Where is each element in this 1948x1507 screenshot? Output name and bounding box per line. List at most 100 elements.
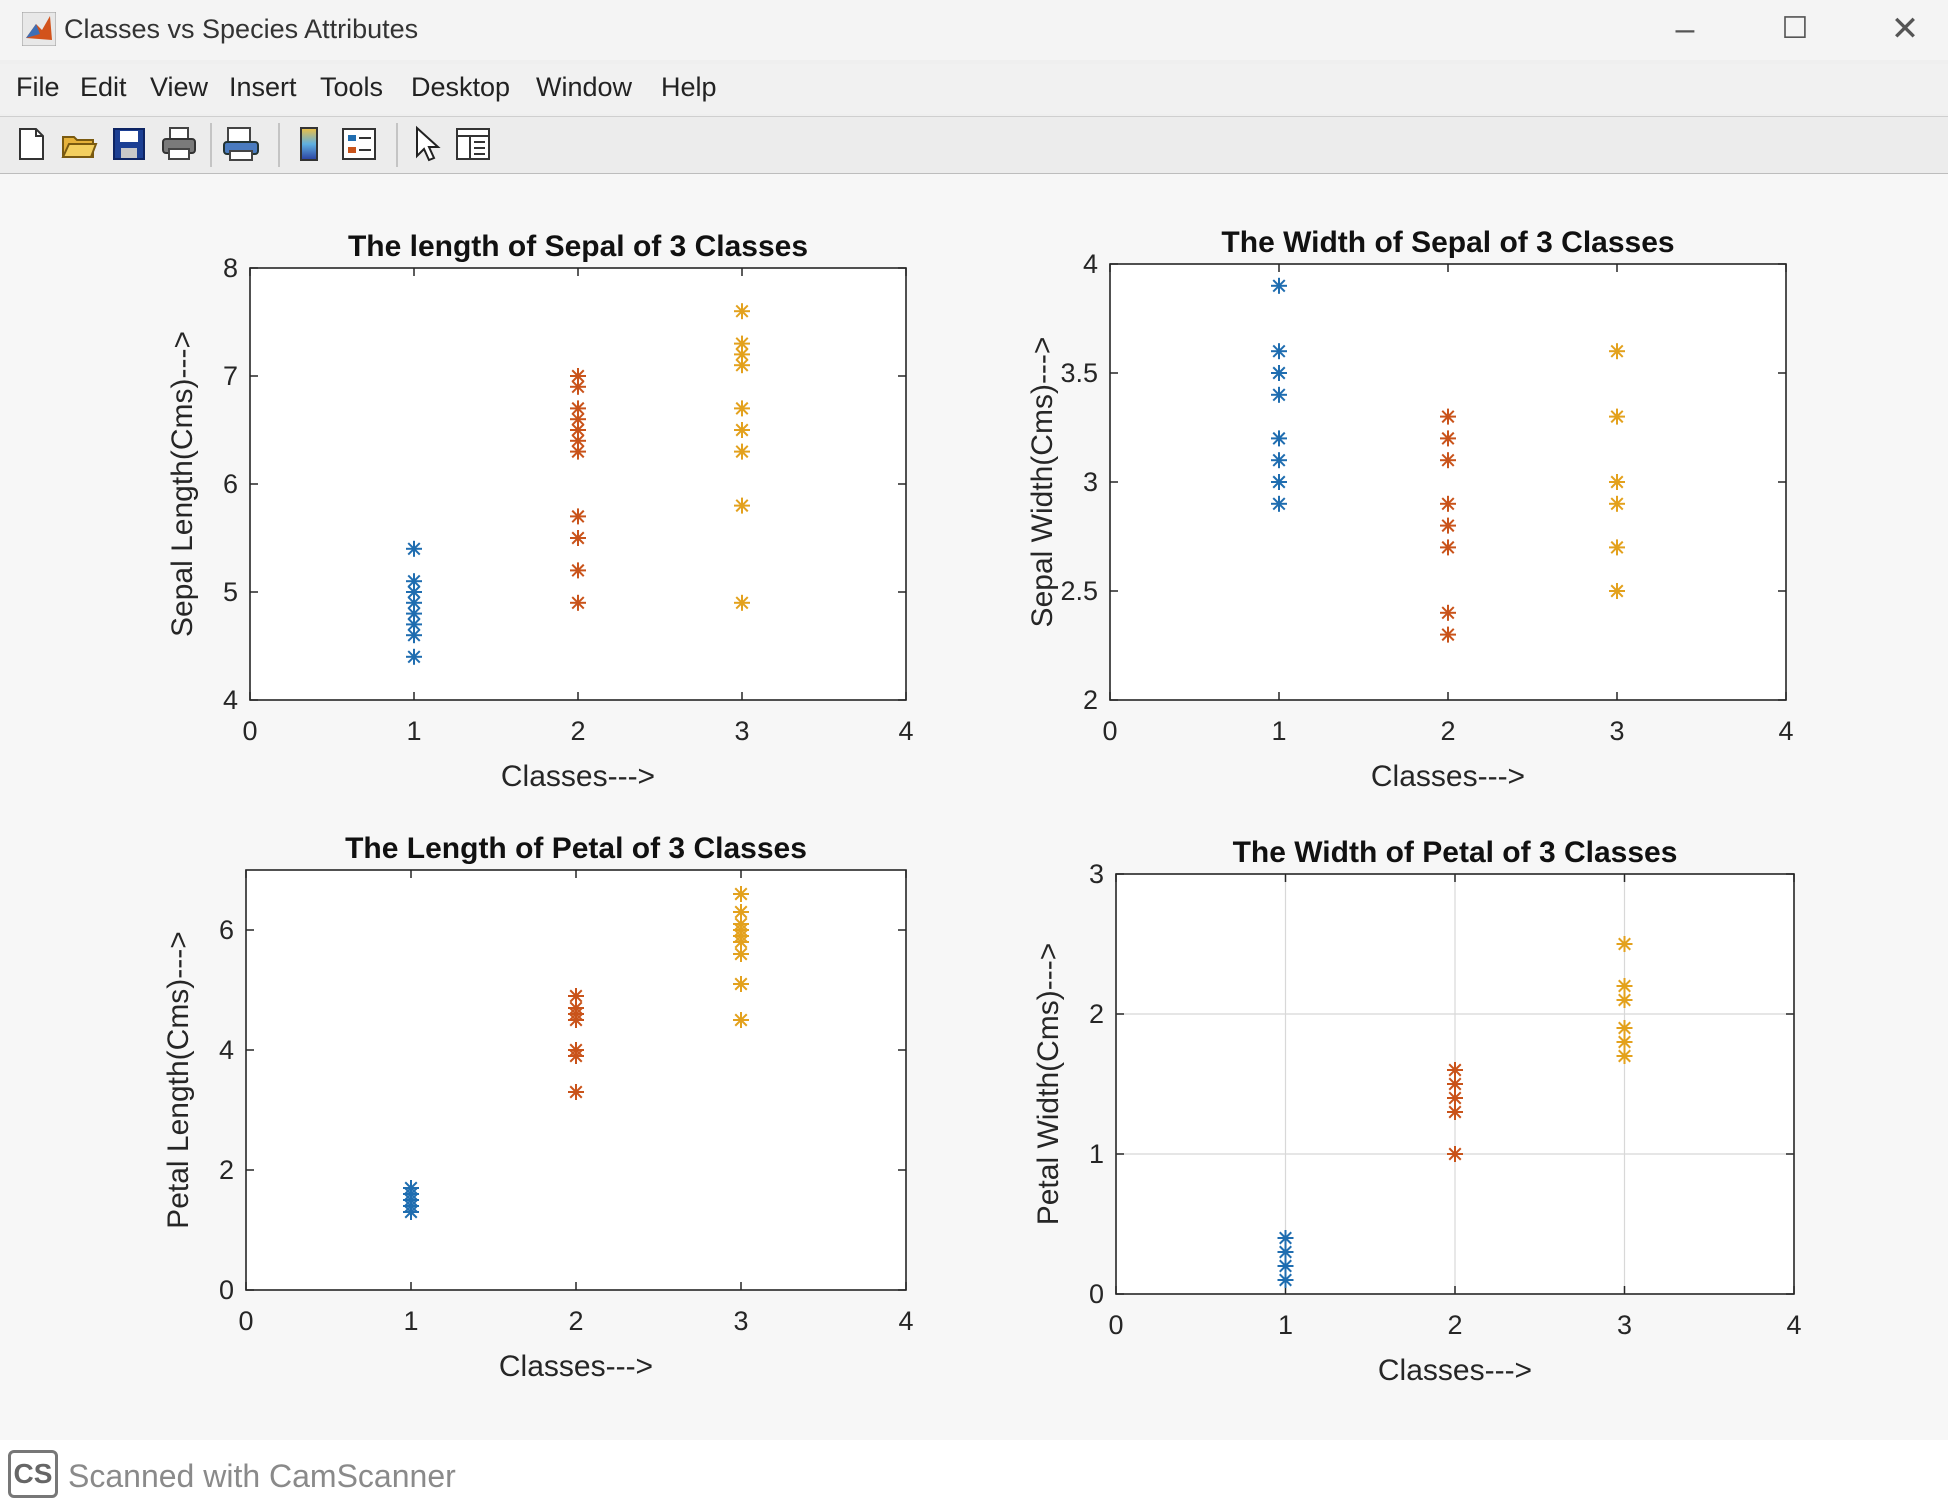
marker-stroke — [569, 1001, 583, 1015]
data-point-class-1 — [1271, 277, 1287, 294]
x-tick-label: 2 — [1447, 1310, 1462, 1340]
marker-stroke — [735, 337, 749, 351]
marker-stroke — [571, 380, 585, 394]
y-tick-label: 4 — [219, 1035, 234, 1065]
x-tick-label: 2 — [568, 1306, 583, 1336]
menu-insert[interactable]: Insert — [229, 72, 297, 102]
open-file-icon[interactable] — [60, 125, 98, 163]
data-point-class-2 — [570, 508, 586, 525]
x-tick-label: 4 — [1778, 716, 1793, 746]
marker-stroke — [1610, 344, 1624, 358]
marker-stroke — [571, 369, 585, 383]
data-point-class-3 — [734, 594, 750, 611]
figure-toolbar — [0, 116, 1948, 175]
marker-stroke — [734, 977, 748, 991]
data-point-class-1 — [1271, 495, 1287, 512]
marker-stroke — [1448, 1147, 1462, 1161]
marker-stroke — [1441, 410, 1455, 424]
y-axis-label: Sepal Length(Cms)---> — [166, 331, 199, 637]
print-icon[interactable] — [160, 125, 198, 163]
data-point-class-1 — [1271, 343, 1287, 360]
data-point-class-1 — [406, 540, 422, 557]
data-point-class-1 — [1271, 365, 1287, 381]
subplots-svg: 0 1 2 3 4 4 5 6 7 8 The length of Sepal of 3 Class… — [162, 226, 1802, 1387]
window-title: Classes vs Species Attributes — [64, 14, 419, 44]
y-tick-label: 5 — [223, 577, 238, 607]
data-point-class-2 — [570, 400, 586, 417]
marker-stroke — [407, 617, 421, 631]
menu-help[interactable]: Help — [661, 72, 717, 102]
save-icon[interactable] — [110, 125, 148, 163]
x-tick-label: 2 — [1440, 716, 1455, 746]
pointer-icon[interactable] — [408, 125, 446, 163]
menu-file[interactable]: File — [16, 72, 60, 102]
new-figure-icon[interactable] — [12, 125, 50, 163]
menu-view[interactable]: View — [150, 72, 209, 102]
marker-stroke — [1441, 540, 1455, 554]
marker-stroke — [1610, 584, 1624, 598]
marker-stroke — [1610, 540, 1624, 554]
subplot-3: 0 1 2 3 4 0 2 4 6 The Length of Petal of 3 Classe… — [162, 832, 914, 1383]
data-point-class-3 — [733, 976, 749, 992]
marker-stroke — [407, 650, 421, 664]
marker-stroke — [571, 445, 585, 459]
marker-stroke — [734, 905, 748, 919]
marker-stroke — [1272, 431, 1286, 445]
minimize-button[interactable]: – — [1675, 10, 1695, 48]
y-tick-label: 2 — [1083, 685, 1098, 715]
data-point-class-3 — [734, 346, 750, 363]
x-tick-label: 3 — [733, 1306, 748, 1336]
data-point-class-2 — [1440, 517, 1456, 534]
marker-stroke — [735, 423, 749, 437]
marker-stroke — [734, 917, 748, 931]
print-preview-icon[interactable] — [222, 125, 260, 163]
menu-window[interactable]: Window — [536, 72, 633, 102]
watermark-text: Scanned with CamScanner — [68, 1458, 456, 1494]
legend-icon[interactable] — [340, 125, 378, 163]
marker-stroke — [1441, 519, 1455, 533]
property-editor-icon[interactable] — [454, 125, 492, 163]
menu-desktop[interactable]: Desktop — [411, 72, 511, 102]
toolbar-separator — [396, 123, 398, 167]
data-point-class-3 — [1609, 539, 1625, 556]
data-point-class-1 — [406, 627, 422, 644]
data-point-class-2 — [568, 988, 584, 1004]
y-tick-label: 3.5 — [1060, 358, 1098, 388]
close-button[interactable]: ✕ — [1890, 10, 1920, 48]
scanner-footer: CS Scanned with CamScanner — [0, 1440, 1948, 1507]
x-axis-label: Classes---> — [1378, 1354, 1532, 1387]
menu-tools[interactable]: Tools — [320, 72, 384, 102]
marker-stroke — [1610, 497, 1624, 511]
marker-stroke — [735, 445, 749, 459]
data-point-class-2 — [1440, 452, 1456, 469]
data-point-class-1 — [1277, 1244, 1294, 1260]
data-point-class-2 — [570, 368, 586, 384]
data-point-class-2 — [1440, 626, 1456, 643]
data-point-class-2 — [1440, 408, 1456, 425]
data-point-class-3 — [733, 1012, 749, 1028]
y-tick-label: 8 — [223, 253, 238, 283]
marker-stroke — [569, 1085, 583, 1099]
data-point-class-3 — [733, 886, 749, 902]
marker-stroke — [1448, 1063, 1462, 1077]
marker-stroke — [1279, 1273, 1292, 1287]
x-tick-label: 3 — [734, 716, 749, 746]
data-point-class-1 — [1271, 386, 1287, 403]
colorbar-icon[interactable] — [290, 125, 328, 163]
data-point-class-2 — [568, 1084, 584, 1100]
marker-stroke — [1279, 1231, 1292, 1245]
marker-stroke — [735, 304, 749, 318]
marker-stroke — [1272, 279, 1286, 293]
marker-stroke — [571, 412, 585, 426]
menu-edit[interactable]: Edit — [80, 72, 127, 102]
y-tick-label: 1 — [1089, 1139, 1104, 1169]
marker-stroke — [1272, 366, 1286, 380]
y-tick-label: 3 — [1083, 467, 1098, 497]
camscanner-logo: CS — [8, 1450, 58, 1498]
marker-stroke — [571, 563, 585, 577]
y-tick-label: 7 — [223, 361, 238, 391]
maximize-button[interactable]: ☐ — [1781, 12, 1809, 45]
marker-stroke — [571, 401, 585, 415]
x-tick-label: 0 — [1102, 716, 1117, 746]
data-point-class-1 — [406, 594, 422, 611]
